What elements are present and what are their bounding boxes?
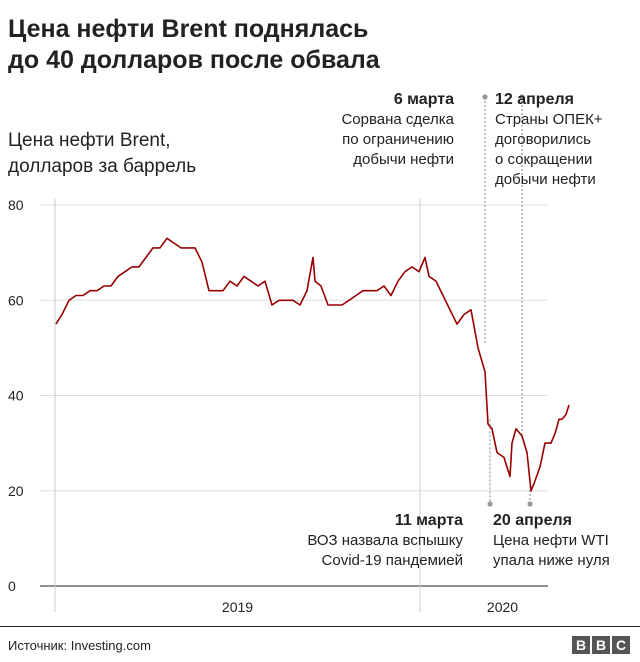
annotation-11-march: 11 марта ВОЗ назвала вспышку Covid-19 па… [307, 511, 463, 571]
annotation-text-line: ВОЗ назвала вспышку [307, 532, 463, 549]
annotation-date: 11 марта [394, 512, 463, 529]
x-tick-label: 2019 [222, 599, 253, 615]
annotation-text-line: договорились [495, 131, 591, 148]
y-tick-label: 20 [8, 483, 24, 499]
y-tick-label: 0 [8, 578, 16, 594]
bbc-logo-letter: B [572, 636, 590, 654]
x-tick-label: 2020 [487, 599, 518, 615]
y-tick-label: 60 [8, 292, 24, 308]
chart-title-line-1: Цена нефти Brent поднялась [8, 15, 369, 43]
annotation-text-line: упала ниже нуля [493, 552, 610, 569]
bbc-logo: B B C [572, 636, 630, 654]
annotation-12-april: 12 апреля Страны ОПЕК+ договорились о со… [495, 90, 603, 190]
annotation-text-line: Сорвана сделка [341, 111, 454, 128]
y-tick-label: 40 [8, 388, 24, 404]
annotation-text-line: добычи нефти [353, 151, 454, 168]
source-note: Источник: Investing.com [8, 638, 151, 653]
annotation-text-line: Цена нефти WTI [493, 532, 609, 549]
annotation-text-line: о сокращении [495, 151, 593, 168]
chart-subtitle-line-1: Цена нефти Brent, [8, 130, 171, 151]
annotation-text-line: Страны ОПЕК+ [495, 111, 603, 128]
y-tick-label: 80 [8, 197, 24, 213]
annotation-date: 6 марта [393, 91, 454, 108]
annotation-leader-dot [527, 501, 533, 507]
annotation-date: 20 апреля [493, 512, 572, 529]
bbc-logo-letter: C [612, 636, 630, 654]
brent-price-line [55, 237, 570, 492]
footer-divider [0, 626, 640, 627]
annotation-leader-dot [519, 94, 525, 100]
annotation-text-line: Covid-19 пандемией [321, 552, 463, 569]
annotation-leader-dot [487, 501, 493, 507]
bbc-logo-letter: B [592, 636, 610, 654]
annotation-date: 12 апреля [495, 91, 574, 108]
chart-title-line-2: до 40 долларов после обвала [8, 46, 380, 74]
annotation-20-april: 20 апреля Цена нефти WTI упала ниже нуля [493, 511, 610, 571]
annotation-6-march: 6 марта Сорвана сделка по ограничению до… [341, 90, 454, 170]
chart-subtitle: Цена нефти Brent, долларов за баррель [8, 128, 248, 180]
annotation-text-line: добычи нефти [495, 171, 596, 188]
annotation-text-line: по ограничению [342, 131, 454, 148]
annotation-leader-dot [482, 94, 488, 100]
chart-title: Цена нефти Brent поднялась до 40 долларо… [8, 14, 608, 76]
chart-subtitle-line-2: долларов за баррель [8, 156, 197, 177]
